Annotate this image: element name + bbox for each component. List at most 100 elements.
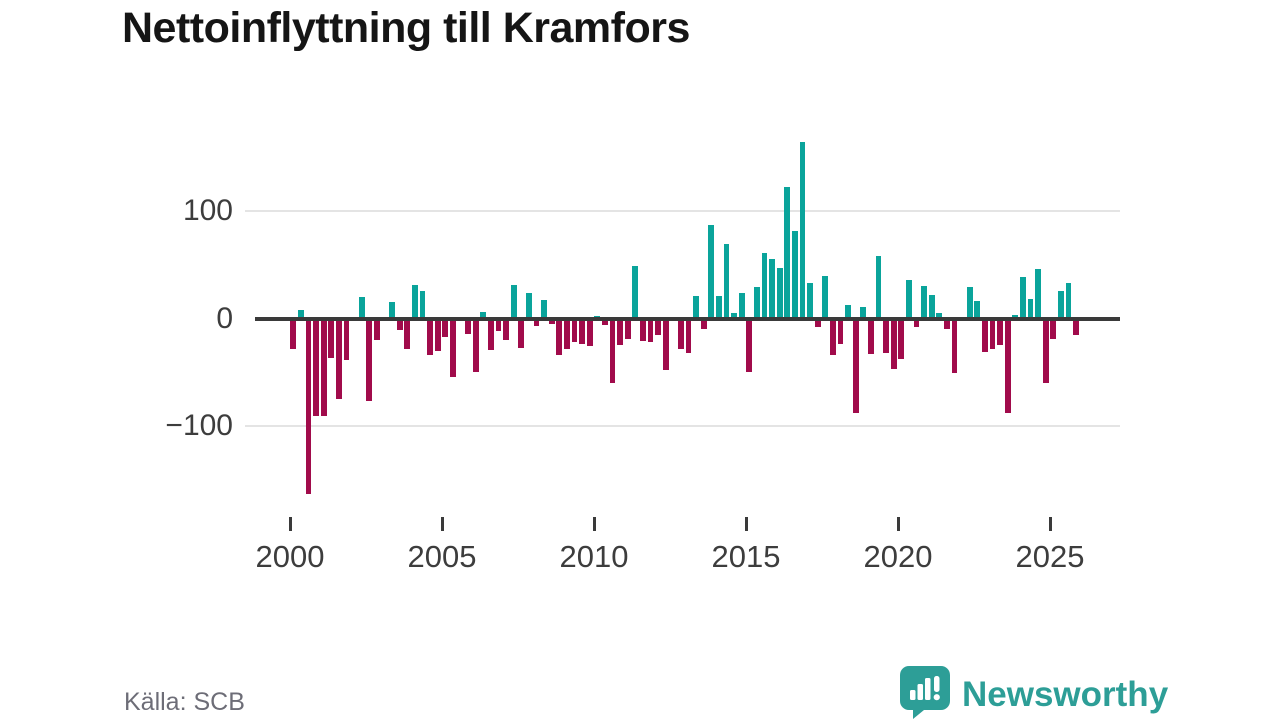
x-axis-label-2000: 2000 <box>255 539 325 574</box>
bar-2019Q4 <box>890 318 897 370</box>
x-axis-label-2005: 2005 <box>407 539 477 574</box>
bar-2010Q2 <box>602 318 608 325</box>
bar-2012Q4 <box>678 318 684 349</box>
x-axis-tick-2020 <box>896 517 900 531</box>
bar-2008Q4 <box>556 318 563 356</box>
bar-2000Q1 <box>290 318 297 349</box>
bar-2008Q2 <box>541 300 547 319</box>
bar-2025Q2 <box>1058 290 1064 319</box>
newsworthy-logo: Newsworthy <box>898 664 1168 725</box>
bar-2024Q2 <box>1027 299 1034 319</box>
bar-2021Q4 <box>951 318 958 374</box>
y-axis-label--100: −100 <box>165 409 233 442</box>
bar-2019Q1 <box>868 318 874 354</box>
bar-2021Q1 <box>928 294 935 319</box>
bar-2018Q3 <box>852 318 859 414</box>
bar-2025Q1 <box>1050 318 1057 339</box>
bar-2007Q1 <box>503 318 509 340</box>
x-axis-tick-2010 <box>592 517 596 531</box>
bar-2016Q2 <box>784 187 791 319</box>
bar-2000Q4 <box>313 318 319 417</box>
x-axis-tick-2000 <box>288 517 292 531</box>
bar-2008Q1 <box>533 318 540 327</box>
bar-2011Q4 <box>647 318 654 343</box>
bar-2001Q3 <box>336 318 342 400</box>
bar-2020Q3 <box>913 318 920 328</box>
bar-2012Q1 <box>655 318 661 335</box>
bar-2005Q4 <box>465 318 471 334</box>
bar-2004Q4 <box>434 318 441 351</box>
bar-2023Q1 <box>989 318 996 349</box>
bar-2013Q2 <box>693 295 699 319</box>
bar-2014Q4 <box>738 292 745 319</box>
bar-2016Q4 <box>799 142 806 319</box>
bar-2021Q3 <box>944 318 950 330</box>
bar-2020Q4 <box>921 286 927 319</box>
bar-2015Q3 <box>761 252 768 319</box>
bar-2009Q3 <box>579 318 585 345</box>
y-axis-label-100: 100 <box>182 194 233 227</box>
bar-2010Q3 <box>609 318 616 383</box>
x-axis-tick-2015 <box>744 517 748 531</box>
bar-2015Q1 <box>746 318 753 373</box>
bar-2005Q1 <box>442 318 449 337</box>
x-axis-label-2015: 2015 <box>711 539 781 574</box>
bar-2011Q3 <box>640 318 646 342</box>
source-caption: Källa: SCB <box>124 688 245 716</box>
bar-2019Q2 <box>875 256 882 319</box>
bar-2016Q1 <box>776 267 783 319</box>
bar-2011Q1 <box>624 318 631 339</box>
bar-2001Q1 <box>320 318 327 417</box>
bar-2006Q2 <box>480 312 487 319</box>
bar-2008Q3 <box>548 318 555 324</box>
bar-2001Q4 <box>343 318 350 361</box>
bar-2002Q4 <box>374 318 380 340</box>
bar-2009Q4 <box>586 318 593 347</box>
bar-2017Q3 <box>822 275 829 319</box>
bar-2007Q3 <box>518 318 525 348</box>
bar-2017Q4 <box>830 318 836 356</box>
bar-2024Q4 <box>1042 318 1049 383</box>
bar-2025Q4 <box>1073 318 1079 335</box>
gridline-y-100 <box>245 425 1120 427</box>
bar-2020Q2 <box>906 279 912 319</box>
bar-2023Q2 <box>997 318 1003 346</box>
bar-2018Q2 <box>845 304 851 319</box>
x-axis-label-2020: 2020 <box>863 539 933 574</box>
bar-2003Q3 <box>396 318 403 331</box>
bar-2000Q3 <box>305 318 312 494</box>
x-axis-tick-2025 <box>1048 517 1052 531</box>
bar-2009Q1 <box>564 318 570 349</box>
x-axis-label-2010: 2010 <box>559 539 629 574</box>
bar-2013Q3 <box>700 318 707 330</box>
bar-2015Q2 <box>754 287 760 319</box>
bar-2006Q1 <box>472 318 479 373</box>
bar-2020Q1 <box>898 318 905 360</box>
bar-2011Q2 <box>632 265 639 319</box>
x-axis-zero-line <box>255 316 1120 321</box>
bar-2017Q2 <box>814 318 821 328</box>
bar-2003Q4 <box>404 318 411 349</box>
bar-2010Q4 <box>617 318 623 346</box>
bar-2004Q1 <box>412 285 418 319</box>
bar-2018Q1 <box>837 318 844 345</box>
bar-2024Q3 <box>1035 269 1041 319</box>
x-axis-label-2025: 2025 <box>1015 539 1085 574</box>
newsworthy-logo-text: Newsworthy <box>962 674 1169 714</box>
bar-2017Q1 <box>807 283 813 319</box>
bar-2004Q2 <box>419 290 426 319</box>
bar-2022Q2 <box>966 287 973 319</box>
bar-2019Q3 <box>883 318 889 353</box>
bar-2014Q1 <box>716 295 722 319</box>
bar-2006Q3 <box>488 318 494 350</box>
bar-2007Q4 <box>526 292 532 319</box>
bar-2013Q4 <box>708 224 715 319</box>
bar-2006Q4 <box>495 318 502 332</box>
bar-2005Q2 <box>450 318 456 377</box>
bar-2018Q4 <box>860 306 867 319</box>
bar-2021Q2 <box>936 313 943 319</box>
y-axis-label-0: 0 <box>216 301 233 335</box>
bar-2002Q2 <box>358 297 365 319</box>
bar-2022Q3 <box>974 301 981 319</box>
